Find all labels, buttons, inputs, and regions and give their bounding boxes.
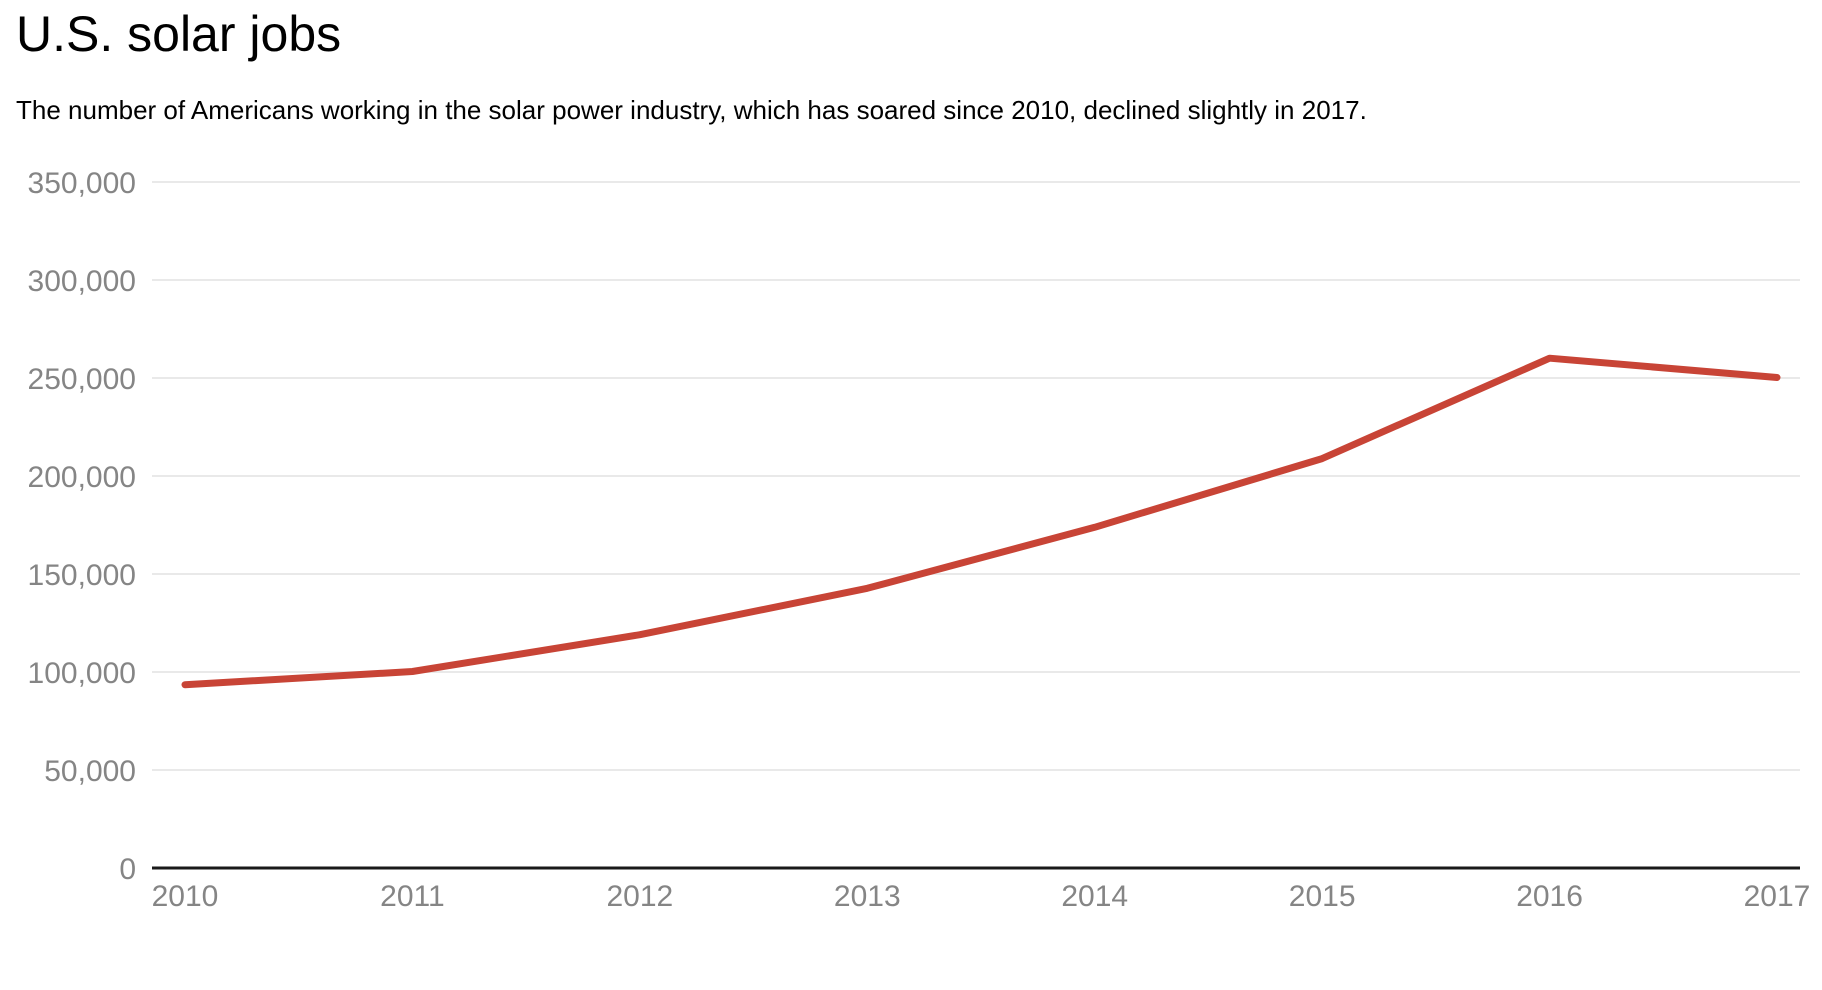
y-tick-label: 200,000	[28, 461, 136, 494]
x-tick-label: 2010	[152, 880, 219, 913]
y-tick-label: 0	[119, 853, 136, 886]
y-tick-label: 350,000	[28, 167, 136, 200]
x-tick-label: 2012	[606, 880, 673, 913]
x-tick-label: 2014	[1061, 880, 1128, 913]
footer-separator: •	[805, 987, 828, 990]
source-link[interactable]: The Solar Foundation	[565, 987, 805, 990]
y-tick-label: 50,000	[44, 755, 136, 788]
x-tick-label: 2011	[380, 880, 445, 913]
y-tick-label: 150,000	[28, 559, 136, 592]
chart-footer: Chart: The Conversation, CC-BY-ND • Sour…	[16, 956, 966, 990]
chart-title: U.S. solar jobs	[16, 6, 342, 62]
chart-credit-text: Chart: The Conversation, CC-BY-ND • Sour…	[44, 987, 565, 990]
y-tick-label: 300,000	[28, 265, 136, 298]
x-tick-label: 2015	[1289, 880, 1356, 913]
chart-subtitle: The number of Americans working in the s…	[16, 95, 1367, 125]
data-line-solar-jobs	[181, 354, 1781, 689]
x-tick-label: 2013	[834, 880, 901, 913]
x-tick-label: 2016	[1516, 880, 1583, 913]
get-the-data-link[interactable]: Get the data	[828, 987, 966, 990]
y-tick-label: 100,000	[28, 657, 136, 690]
y-tick-label: 250,000	[28, 363, 136, 396]
x-tick-label: 2017	[1744, 880, 1811, 913]
